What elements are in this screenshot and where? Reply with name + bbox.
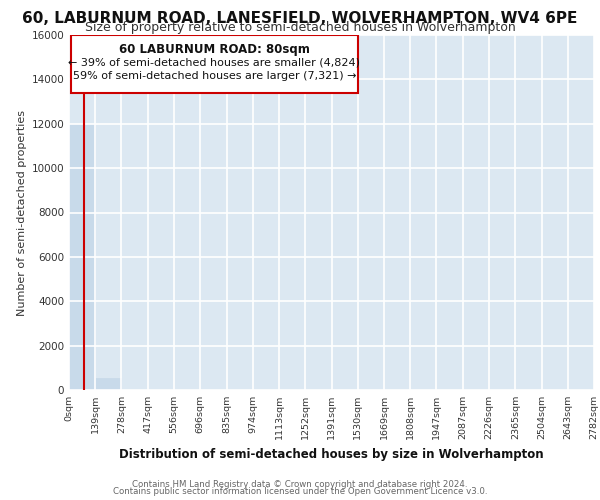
- Text: Size of property relative to semi-detached houses in Wolverhampton: Size of property relative to semi-detach…: [85, 22, 515, 35]
- Text: Contains HM Land Registry data © Crown copyright and database right 2024.: Contains HM Land Registry data © Crown c…: [132, 480, 468, 489]
- Bar: [95, 378, 121, 390]
- Text: ← 39% of semi-detached houses are smaller (4,824): ← 39% of semi-detached houses are smalle…: [68, 57, 361, 67]
- Text: 60 LABURNUM ROAD: 80sqm: 60 LABURNUM ROAD: 80sqm: [119, 44, 310, 57]
- X-axis label: Distribution of semi-detached houses by size in Wolverhampton: Distribution of semi-detached houses by …: [119, 448, 544, 460]
- Text: 59% of semi-detached houses are larger (7,321) →: 59% of semi-detached houses are larger (…: [73, 70, 356, 81]
- Bar: [69, 124, 95, 390]
- Text: 60, LABURNUM ROAD, LANESFIELD, WOLVERHAMPTON, WV4 6PE: 60, LABURNUM ROAD, LANESFIELD, WOLVERHAM…: [22, 11, 578, 26]
- Text: Contains public sector information licensed under the Open Government Licence v3: Contains public sector information licen…: [113, 487, 487, 496]
- Y-axis label: Number of semi-detached properties: Number of semi-detached properties: [17, 110, 27, 316]
- FancyBboxPatch shape: [71, 35, 358, 92]
